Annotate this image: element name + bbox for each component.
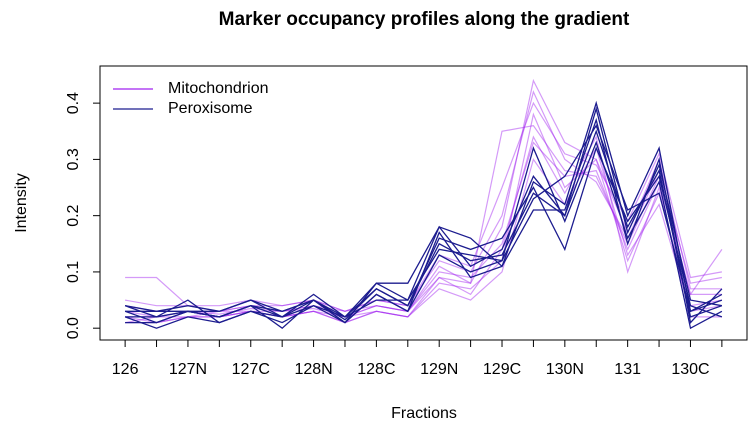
y-tick-label: 0.2 xyxy=(65,204,82,226)
y-tick-label: 0.0 xyxy=(65,317,82,339)
legend-label: Peroxisome xyxy=(168,100,253,117)
profile-line xyxy=(124,135,722,324)
profile-line xyxy=(124,106,723,324)
x-tick-label: 131 xyxy=(614,361,641,378)
chart-title: Marker occupancy profiles along the grad… xyxy=(219,9,630,30)
x-tick-label: 129C xyxy=(483,361,521,378)
y-tick-label: 0.3 xyxy=(65,148,82,170)
profile-line xyxy=(125,124,723,324)
x-tick-label: 127N xyxy=(169,361,207,378)
y-tick-label: 0.1 xyxy=(65,261,82,283)
x-tick-label: 127C xyxy=(232,361,270,378)
profile-line xyxy=(124,90,723,312)
profile-line xyxy=(124,124,723,324)
x-axis-label: Fractions xyxy=(391,405,457,422)
profile-line xyxy=(125,112,723,324)
profile-line xyxy=(125,141,722,318)
x-tick-label: 130N xyxy=(546,361,584,378)
profile-line xyxy=(125,146,723,318)
y-tick-label: 0.4 xyxy=(65,92,82,114)
x-tick-label: 126 xyxy=(112,361,139,378)
x-tick-label: 130C xyxy=(671,361,709,378)
x-tick-label: 128N xyxy=(294,361,332,378)
legend-label: Mitochondrion xyxy=(168,80,269,97)
profile-line xyxy=(125,146,723,318)
x-tick-label: 128C xyxy=(357,361,395,378)
y-axis-label: Intensity xyxy=(13,173,30,233)
plot-frame xyxy=(99,65,748,341)
x-tick-label: 129N xyxy=(420,361,458,378)
